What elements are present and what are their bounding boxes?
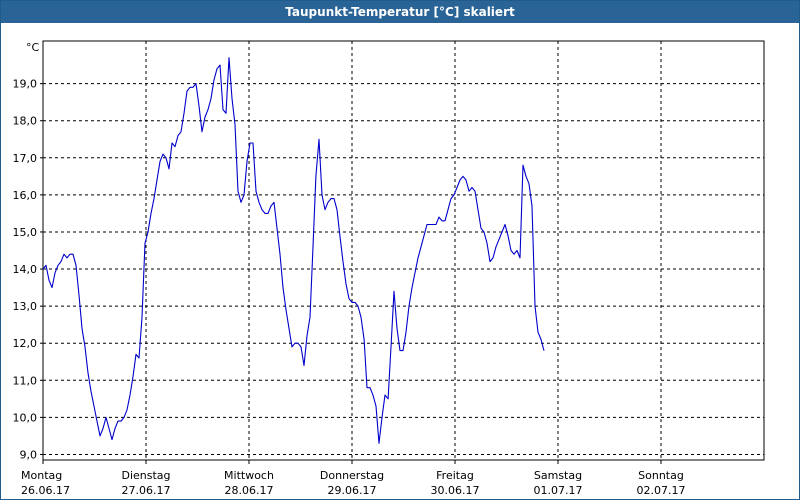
x-tick-date: 27.06.17 — [122, 484, 171, 497]
y-tick-label: 10,0 — [13, 411, 38, 424]
x-tick-day: Sonntag — [638, 469, 684, 482]
x-tick-day: Donnerstag — [320, 469, 384, 482]
y-tick-label: 16,0 — [13, 189, 38, 202]
x-tick-date: 26.06.17 — [21, 484, 70, 497]
y-tick-label: 11,0 — [13, 374, 38, 387]
y-tick-label: 12,0 — [13, 337, 38, 350]
x-gridlines — [42, 41, 662, 464]
y-axis-unit-label: °C — [26, 41, 40, 54]
series-line — [42, 57, 545, 444]
x-tick-date: 29.06.17 — [328, 484, 377, 497]
x-tick-labels: Montag 26.06.17 Dienstag 27.06.17 Mittwoch 28… — [21, 469, 685, 497]
x-tick-date: 01.07.17 — [534, 484, 583, 497]
chart-title: Taupunkt-Temperatur [°C] skaliert — [1, 1, 799, 23]
x-tick-day: Mittwoch — [224, 469, 274, 482]
y-tick-label: 14,0 — [13, 263, 38, 276]
y-gridlines — [40, 83, 764, 455]
x-tick-day: Freitag — [436, 469, 474, 482]
y-tick-label: 19,0 — [13, 78, 38, 91]
y-tick-label: 18,0 — [13, 115, 38, 128]
x-tick-date: 30.06.17 — [431, 484, 480, 497]
y-tick-label: 17,0 — [13, 152, 38, 165]
y-tick-label: 15,0 — [13, 226, 38, 239]
x-tick-date: 28.06.17 — [225, 484, 274, 497]
plot-border — [42, 40, 765, 461]
x-tick-day: Samstag — [534, 469, 582, 482]
x-tick-day: Dienstag — [121, 469, 170, 482]
line-chart: °C 9,0 10,0 11,0 12,0 13,0 14,0 15,0 16,0 17,0 18… — [13, 40, 765, 497]
x-tick-date: 02.07.17 — [637, 484, 686, 497]
x-tick-day: Montag — [21, 469, 62, 482]
y-tick-label: 9,0 — [20, 448, 38, 461]
y-tick-label: 13,0 — [13, 300, 38, 313]
series-layer — [42, 57, 545, 444]
y-tick-labels: 9,0 10,0 11,0 12,0 13,0 14,0 15,0 16,0 17,0 18,0 1… — [13, 78, 38, 462]
plot-area — [42, 40, 765, 461]
